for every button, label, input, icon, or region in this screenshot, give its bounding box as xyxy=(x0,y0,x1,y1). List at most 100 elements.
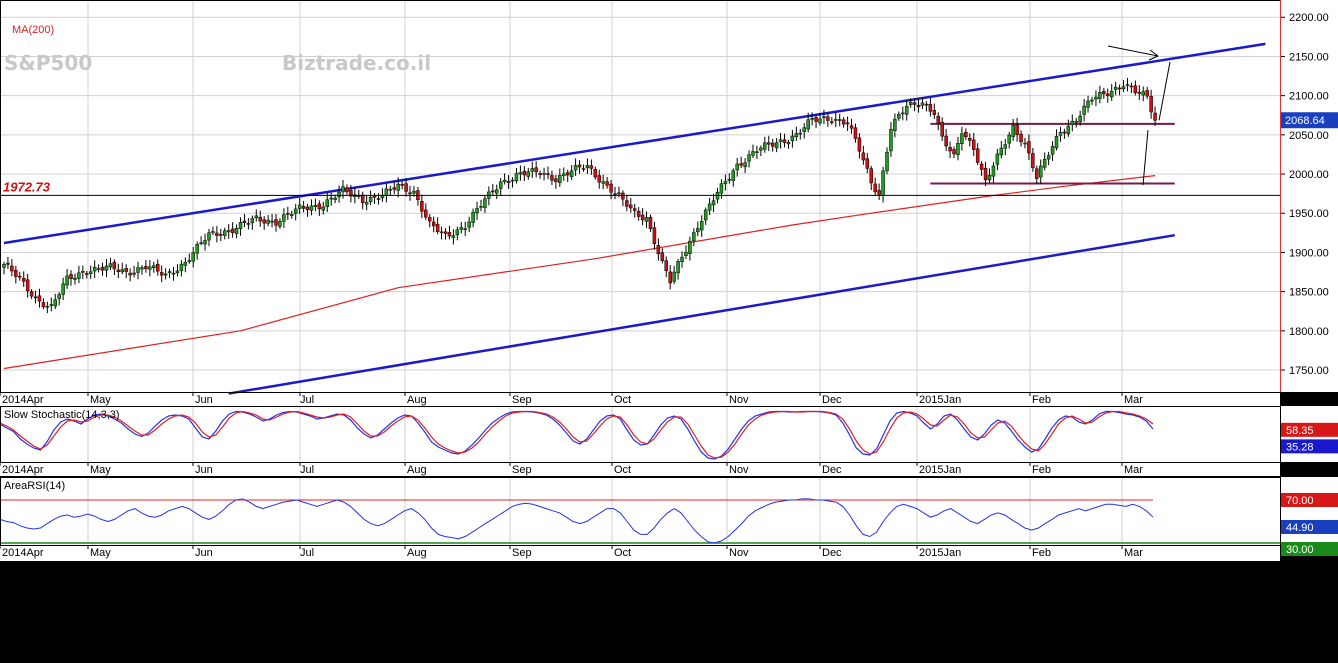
price-tick-label: 1850.00 xyxy=(1289,287,1329,299)
candle-body xyxy=(964,131,968,138)
candle-body xyxy=(995,153,1000,165)
candle-body xyxy=(1137,91,1142,94)
candle-body xyxy=(120,269,125,273)
candle-body xyxy=(790,135,795,141)
candle-body xyxy=(297,204,302,209)
candle-body xyxy=(841,119,846,125)
candle-body xyxy=(53,299,57,307)
candle-body xyxy=(49,304,54,306)
candle-body xyxy=(936,115,941,124)
candle-body xyxy=(1031,153,1035,169)
candle-body xyxy=(727,178,732,181)
candle-body xyxy=(128,272,132,276)
candle-body xyxy=(116,269,121,272)
candle-body xyxy=(431,221,436,227)
date-tick-label: Jul xyxy=(300,464,314,476)
candle-body xyxy=(451,235,456,238)
candle-body xyxy=(1050,146,1055,155)
candle-body xyxy=(952,149,956,155)
candle-body xyxy=(889,128,893,152)
candle-body xyxy=(1027,141,1031,154)
candle-body xyxy=(301,206,306,209)
candle-body xyxy=(810,118,814,120)
candle-body xyxy=(57,294,61,299)
candle-body xyxy=(266,219,270,224)
candle-body xyxy=(940,121,944,137)
candle-body xyxy=(644,217,649,222)
candle-body xyxy=(163,273,168,276)
stochastic-d-value: 58.35 xyxy=(1286,425,1314,437)
candle-body xyxy=(806,119,810,130)
date-tick-label: Feb xyxy=(1032,464,1051,476)
candle-body xyxy=(632,208,637,211)
candle-body xyxy=(77,272,81,279)
date-tick-label: Aug xyxy=(407,547,427,559)
price-tick-label: 1900.00 xyxy=(1289,247,1329,259)
candle-body xyxy=(435,224,440,232)
candle-body xyxy=(29,291,34,297)
ma200-line xyxy=(3,175,1156,370)
candle-body xyxy=(597,175,601,183)
date-tick-label: Nov xyxy=(729,394,749,406)
candle-body xyxy=(956,142,960,156)
date-tick-label: Oct xyxy=(614,547,631,559)
candle-body xyxy=(73,277,77,280)
candle-body xyxy=(167,271,172,274)
candle-body xyxy=(187,260,192,262)
candle-body xyxy=(518,172,523,175)
candle-body xyxy=(159,272,164,276)
candle-body xyxy=(755,151,759,153)
candle-body xyxy=(1042,158,1047,168)
candle-body xyxy=(1082,105,1086,115)
candle-body xyxy=(786,141,791,145)
candle-body xyxy=(152,265,156,268)
candle-body xyxy=(719,183,724,194)
channel-upper-line xyxy=(3,42,1266,245)
candle-body xyxy=(290,214,294,216)
candle-body xyxy=(1062,131,1067,134)
candle-body xyxy=(1102,90,1106,95)
candle-body xyxy=(987,174,992,181)
rsi-line xyxy=(0,498,1154,544)
candle-body xyxy=(175,270,180,274)
candle-body xyxy=(459,227,464,230)
candle-body xyxy=(565,172,570,176)
candle-body xyxy=(447,232,452,237)
candle-body xyxy=(774,142,779,149)
candle-body xyxy=(250,218,255,224)
candle-body xyxy=(483,198,487,208)
date-tick-label: 2015Jan xyxy=(919,464,961,476)
date-tick-label: Nov xyxy=(729,547,749,559)
candle-body xyxy=(573,165,578,171)
candle-body xyxy=(372,196,377,198)
candle-body xyxy=(585,165,590,168)
price-tick-label: 2000.00 xyxy=(1289,169,1329,181)
candle-body xyxy=(183,262,188,266)
candle-body xyxy=(845,122,850,125)
candle-body xyxy=(562,173,566,176)
candle-body xyxy=(999,147,1004,156)
candle-body xyxy=(648,216,653,229)
candle-body xyxy=(794,133,799,138)
candles-layer xyxy=(2,77,1157,314)
candle-body xyxy=(747,154,751,162)
candle-body xyxy=(605,181,609,186)
axis-layer: 2200.00 2150.00 2100.00 2050.00 2000.00 1950.… xyxy=(0,12,1338,559)
stochastic-k-line xyxy=(0,410,1154,460)
candle-body xyxy=(601,181,605,184)
candle-body xyxy=(861,152,866,161)
candle-body xyxy=(282,214,286,222)
candle-body xyxy=(132,272,136,275)
candle-body xyxy=(766,142,771,145)
candle-body xyxy=(278,221,282,227)
grid-layer xyxy=(0,0,1280,545)
annotation-layer: 1972.73 xyxy=(0,45,1280,196)
stochastic-k-value: 35.28 xyxy=(1286,441,1314,453)
ma-layer xyxy=(3,175,1156,370)
candle-body xyxy=(41,302,46,308)
candle-body xyxy=(309,205,314,211)
candle-body xyxy=(404,183,408,192)
candle-body xyxy=(148,266,152,270)
candle-body xyxy=(333,197,337,200)
